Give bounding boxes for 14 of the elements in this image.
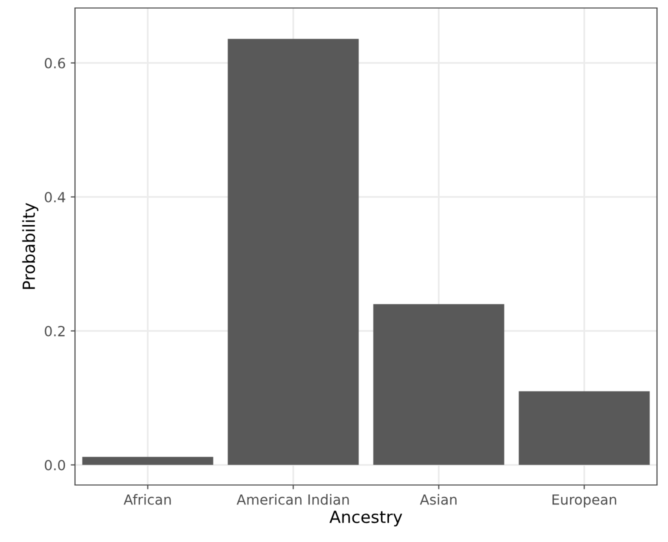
x-tick-label: African bbox=[124, 494, 171, 505]
bar bbox=[82, 456, 214, 465]
x-tick-label: American Indian bbox=[236, 494, 349, 505]
x-tick-label: European bbox=[552, 494, 616, 508]
y-axis-title: Probability bbox=[22, 202, 38, 289]
bar bbox=[228, 38, 359, 465]
x-axis-title: Ancestry bbox=[329, 510, 402, 526]
y-tick-label: 0.4 bbox=[44, 192, 66, 202]
y-tick-label: 0.6 bbox=[44, 58, 66, 68]
y-tick-label: 0.0 bbox=[44, 460, 66, 470]
bar bbox=[518, 391, 650, 465]
bar bbox=[373, 304, 504, 465]
x-tick-label: Asian bbox=[420, 494, 457, 505]
y-tick-label: 0.2 bbox=[44, 326, 65, 336]
